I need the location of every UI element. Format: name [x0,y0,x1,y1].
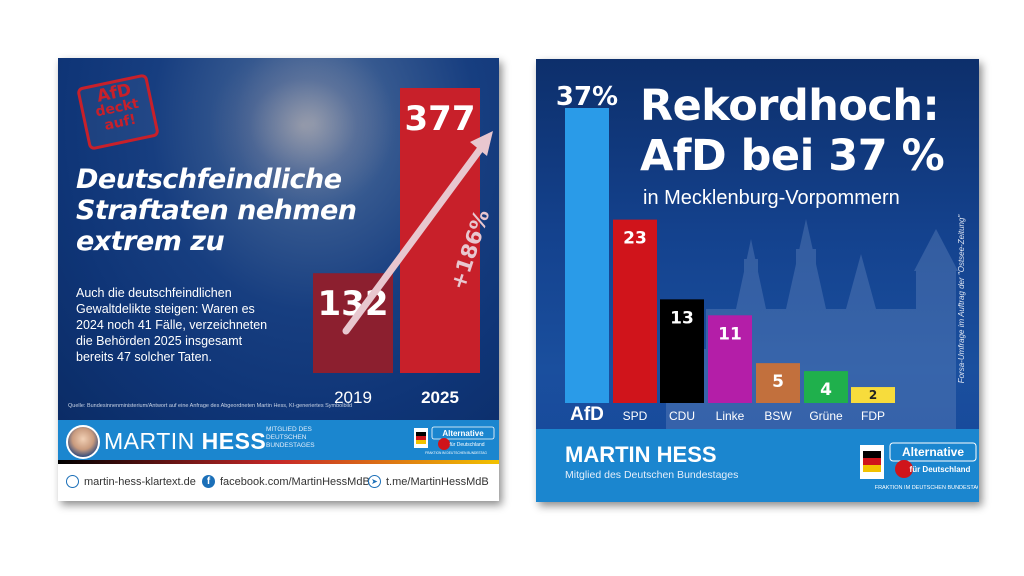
telegram-link[interactable]: ➤ t.me/MartinHessMdB [368,475,489,488]
cheering-man-image [208,58,398,208]
flag-stripe [58,460,499,464]
value-label-FDP: 2 [869,388,877,402]
bar-BSW [756,363,800,403]
poll-source-text: Forsa-Umfrage im Auftrag der "Ostsee-Zei… [957,214,966,384]
category-label-FDP: FDP [861,409,885,423]
headline-line-2: Straftaten nehmen [76,195,357,226]
category-label-2025: 2025 [421,388,459,407]
bar-SPD [613,219,657,403]
value-label-SPD: 23 [623,229,647,249]
category-label-2019: 2019 [334,388,372,407]
category-label-Linke: Linke [716,409,745,423]
website-link[interactable]: martin-hess-klartext.de [66,475,196,488]
bar-AfD [565,108,609,403]
svg-text:für Deutschland: für Deutschland [449,442,484,448]
svg-text:Alternative: Alternative [442,429,484,438]
title-line-2: AfD bei 37 % [640,131,945,181]
telegram-link-text: t.me/MartinHessMdB [386,475,489,488]
left-card: AfD deckt auf! Deutschfeindliche Strafta… [58,58,499,501]
afd-fraktion-logo-right: Alternative für Deutschland FRAKTION IM … [860,442,978,491]
bar-CDU [660,299,704,403]
facebook-icon: f [202,475,215,488]
left-member-text: Mitglied des Deutschen Bundestages [266,426,315,449]
facebook-link[interactable]: f facebook.com/MartinHessMdB [202,475,370,488]
bar-2025 [400,88,480,373]
afd-fraktion-logo: Alternative für Deutschland FRAKTION IM … [414,426,495,455]
growth-arrow-shaft [342,140,488,335]
left-author-name: MARTIN HESS [104,428,266,455]
right-author-name: MARTIN HESS [565,442,717,467]
value-label-BSW: 5 [772,372,784,392]
title-line-1: Rekordhoch: [640,81,940,131]
value-label-CDU: 13 [670,308,694,328]
headline-line-3: extrem zu [76,226,225,257]
category-label-CDU: CDU [669,409,695,423]
growth-arrow [342,131,493,335]
category-label-BSW: BSW [764,409,792,423]
svg-text:für Deutschland: für Deutschland [910,465,971,474]
value-label-2025: 377 [405,99,476,139]
category-label-Grüne: Grüne [809,409,843,423]
bar-Linke [708,315,752,403]
social-links: martin-hess-klartext.de f facebook.com/M… [58,464,499,501]
right-footer: MARTIN HESS Mitglied des Deutschen Bunde… [536,429,979,502]
left-source-note: Quelle: Bundesinnenministerium/Antwort a… [68,403,353,409]
headline-line-1: Deutschfeindliche [76,164,342,195]
globe-icon [66,475,79,488]
poll-bar-chart: 37% AfD 23 SPD 13 CDU 11 Linke 5 BSW 4 Grüne 2 FDP [556,82,895,425]
value-label-Linke: 11 [718,324,742,344]
svg-text:FRAKTION IM DEUTSCHEN BUNDESTA: FRAKTION IM DEUTSCHEN BUNDESTAG [425,451,487,455]
left-footer: MARTIN HESS Mitglied des Deutschen Bunde… [58,420,499,460]
value-label-AfD: 37% [556,82,618,112]
right-title: Rekordhoch: AfD bei 37 % [640,81,945,181]
category-label-SPD: SPD [623,409,648,423]
right-card: Rekordhoch: AfD bei 37 % in Mecklenburg-… [536,59,979,502]
value-label-Grüne: 4 [820,380,832,400]
right-subtitle: in Mecklenburg-Vorpommern [643,187,900,209]
telegram-icon: ➤ [368,475,381,488]
bar-FDP [851,387,895,403]
avatar [66,425,100,459]
facebook-link-text: facebook.com/MartinHessMdB [220,475,370,488]
left-headline: Deutschfeindliche Straftaten nehmen extr… [76,164,396,257]
bar-Grüne [804,371,848,403]
svg-text:Alternative: Alternative [902,445,964,459]
website-link-text: martin-hess-klartext.de [84,475,196,488]
author-first-name: MARTIN [104,428,202,454]
svg-text:FRAKTION IM DEUTSCHEN BUNDESTA: FRAKTION IM DEUTSCHEN BUNDESTAG [875,485,978,491]
right-member-text: Mitglied des Deutschen Bundestages [565,469,739,481]
author-last-name: HESS [201,428,267,454]
growth-arrow-head [470,131,493,156]
left-body-text: Auch die deutschfeindlichen Gewaltdelikt… [76,286,268,364]
category-label-AfD: AfD [570,404,604,425]
